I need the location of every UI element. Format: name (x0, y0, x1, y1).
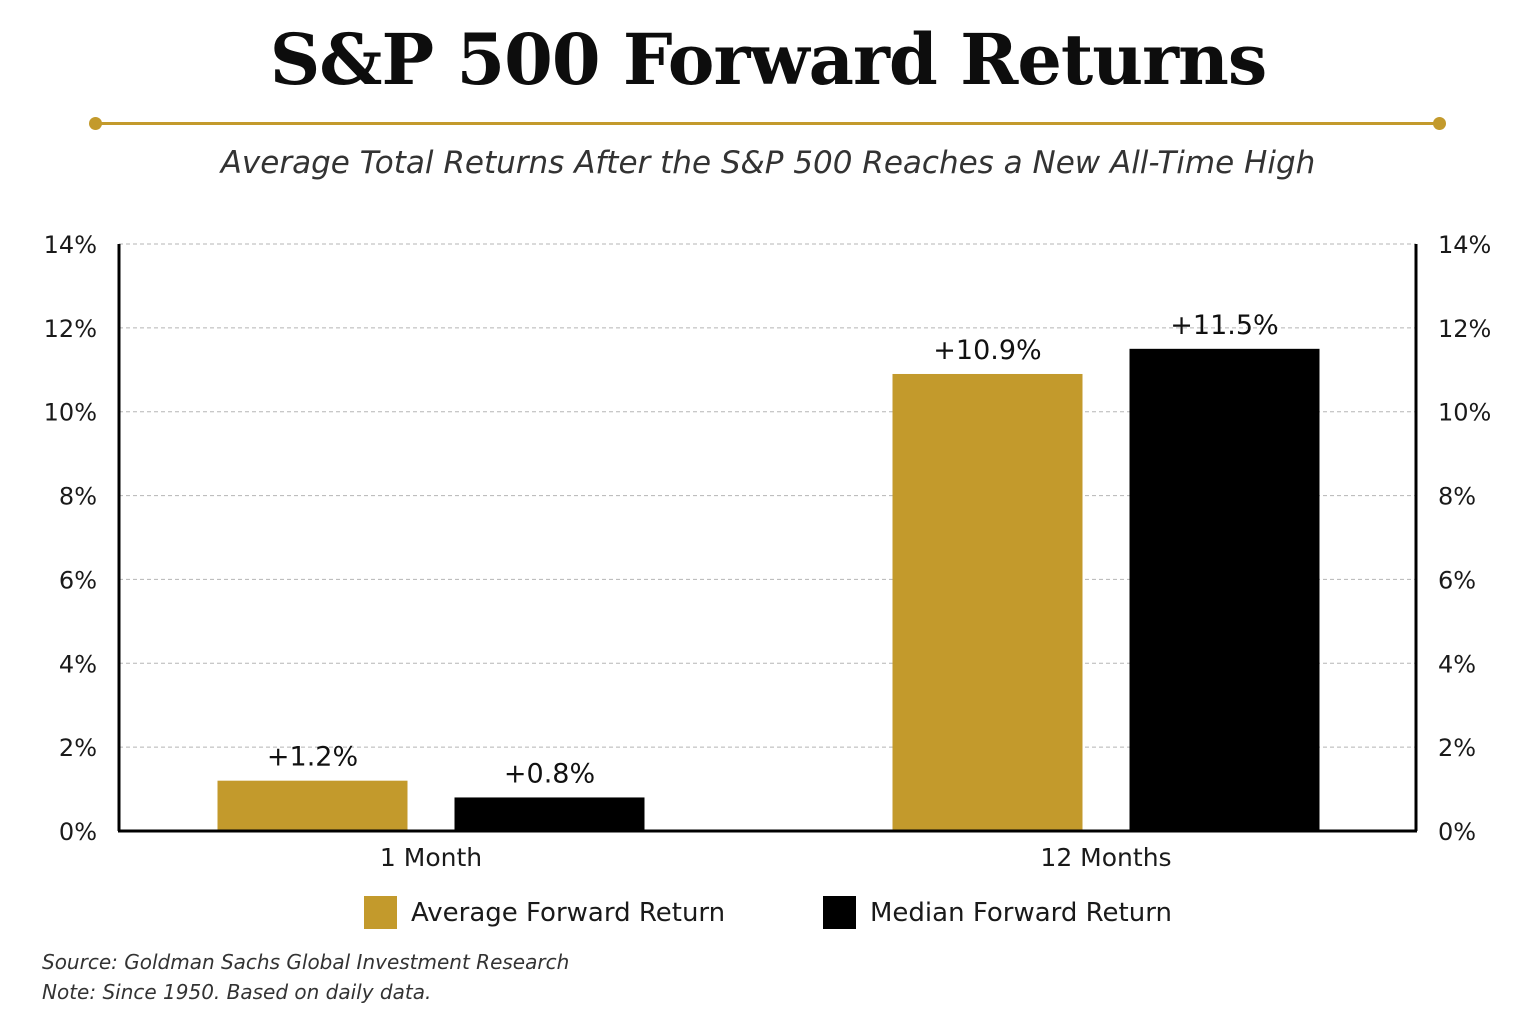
y-tick-label-right: 2% (1438, 734, 1476, 762)
y-tick-label-right: 14% (1438, 231, 1491, 259)
source-note: Source: Goldman Sachs Global Investment … (42, 950, 570, 974)
y-tick-label-left: 8% (59, 483, 97, 511)
bar (217, 780, 408, 831)
divider-left-dot (89, 117, 102, 130)
y-tick-label-right: 10% (1438, 399, 1491, 427)
legend-item-average: Average Forward Return (364, 896, 725, 929)
bar-value-label: +1.2% (267, 742, 358, 773)
bar-value-label: +10.9% (933, 335, 1041, 366)
bar (454, 797, 645, 831)
y-tick-label-left: 10% (44, 399, 97, 427)
bar (892, 373, 1083, 831)
y-tick-label-left: 14% (44, 231, 97, 259)
y-tick-label-left: 2% (59, 734, 97, 762)
y-tick-label-right: 6% (1438, 566, 1476, 594)
y-tick-label-left: 4% (59, 650, 97, 678)
legend-label-average: Average Forward Return (411, 897, 726, 928)
legend-item-median: Median Forward Return (823, 896, 1172, 929)
chart-title: S&P 500 Forward Returns (269, 18, 1268, 101)
y-tick-label-right: 8% (1438, 483, 1476, 511)
y-tick-label-left: 6% (59, 566, 97, 594)
y-tick-label-right: 4% (1438, 650, 1476, 678)
y-tick-label-right: 0% (1438, 818, 1476, 846)
y-tick-label-left: 0% (59, 818, 97, 846)
title-divider (96, 122, 1440, 125)
legend-swatch-average (364, 896, 397, 929)
y-tick-label-right: 12% (1438, 315, 1491, 343)
data-note: Note: Since 1950. Based on daily data. (42, 980, 432, 1004)
bar-value-label: +0.8% (504, 758, 595, 789)
bar-value-label: +11.5% (1170, 310, 1278, 341)
x-tick-label: 1 Month (380, 843, 482, 872)
legend-label-median: Median Forward Return (870, 897, 1172, 928)
chart-subtitle: Average Total Returns After the S&P 500 … (220, 145, 1316, 181)
y-tick-label-left: 12% (44, 315, 97, 343)
divider-right-dot (1433, 117, 1446, 130)
legend-swatch-median (823, 896, 856, 929)
bar (1129, 348, 1320, 831)
x-tick-label: 12 Months (1040, 843, 1171, 872)
